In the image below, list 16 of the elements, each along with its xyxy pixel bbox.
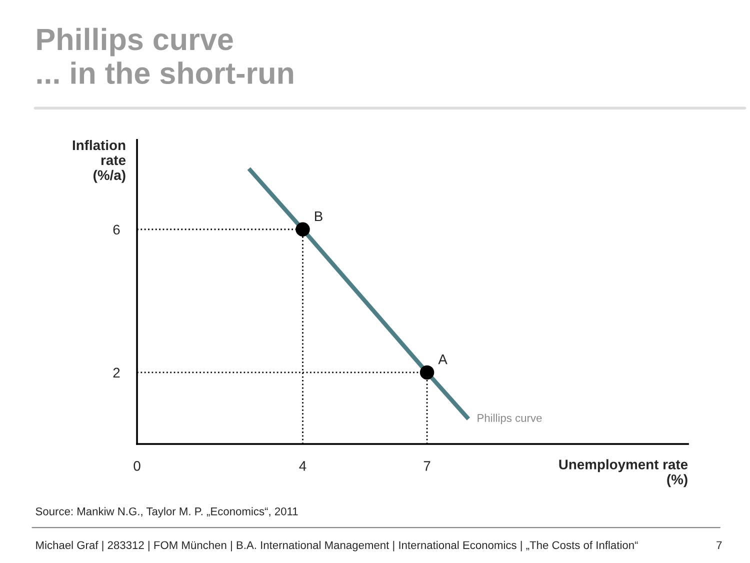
x-axis-title: Unemployment rate (%) (559, 459, 688, 488)
text: Michael Graf | 283312 | FOM München | B.A. International Management | International Economics | „The Costs of Inflation“ (36, 540, 638, 552)
chart-title: Phillips curve (37, 28, 233, 56)
chart-subtitle: ... in the short-run (37, 62, 294, 84)
x-tick-label: 7 (424, 461, 430, 471)
text: 7 (716, 541, 722, 549)
y-tick-label: 2 (113, 368, 120, 378)
y-axis-title: Inflation rate (%/a) (72, 140, 126, 183)
annotation: A (438, 354, 448, 364)
annotation: B (314, 211, 322, 222)
source-note: Source: Mankiw N.G., Taylor M. P. „Economics“, 2011 (36, 507, 298, 518)
series-label: Phillips curve (478, 414, 542, 424)
line-series (246, 166, 471, 422)
y-tick-label: 6 (113, 224, 120, 235)
x-tick-label: 4 (299, 461, 306, 471)
x-tick-label: 0 (134, 461, 140, 471)
